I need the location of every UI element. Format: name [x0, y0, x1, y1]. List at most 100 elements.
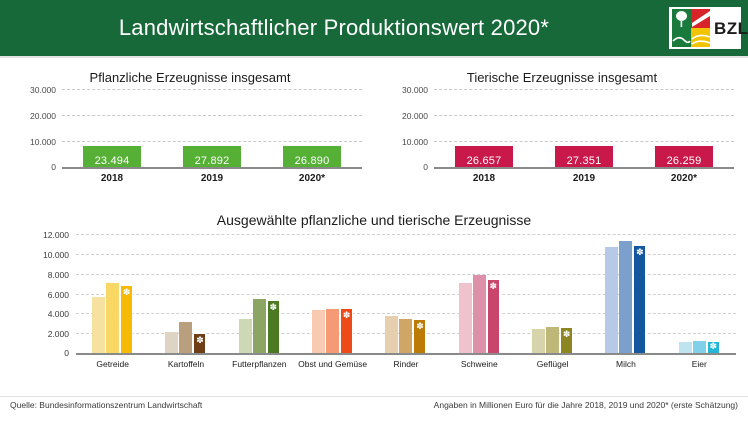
bzl-logo: BZL: [668, 6, 748, 50]
x-label: Eier: [691, 359, 707, 369]
chart-plant-products: Pflanzliche Erzeugnisse insgesamt 30.000…: [6, 70, 374, 198]
page-title: Landwirtschaftlicher Produktionswert 202…: [118, 15, 550, 40]
bar-group-kartoffeln: ✽: [149, 234, 222, 353]
chart-main-bar-groups: ✽ ✽ ✽ ✽: [76, 234, 736, 353]
x-label: Getreide: [96, 359, 129, 369]
ytick: 10.000: [30, 136, 56, 147]
ytick: 30.000: [30, 85, 56, 95]
x-label: Schweine: [460, 359, 498, 369]
bar-value: 26.890: [294, 155, 330, 167]
ytick: 30.000: [402, 85, 428, 95]
chart-main-plot: 12.000 10.000 8.000 6.000 4.000 2.000 0 …: [43, 230, 736, 358]
leaf-icon: ✽: [269, 302, 278, 313]
bzl-logo-mark: [672, 9, 710, 47]
bar-value: 27.351: [566, 155, 602, 167]
leaf-icon: ✽: [416, 321, 424, 332]
x-label: 2020*: [670, 173, 698, 184]
x-label: Geflügel: [536, 359, 569, 369]
bar-2020: ✽: [120, 284, 134, 353]
header-banner: Landwirtschaftlicher Produktionswert 202…: [0, 0, 748, 56]
bar-2019: [546, 327, 560, 353]
x-label: Milch: [616, 359, 636, 369]
ytick: 20.000: [30, 110, 56, 121]
bar-2018: [312, 310, 326, 353]
bar-2018: [605, 246, 619, 353]
bar-2020: ✽: [340, 308, 354, 353]
ytick: 8.000: [47, 269, 69, 280]
leaf-icon: ✽: [562, 329, 571, 340]
bar-group-obst-und-gemuese: ✽: [296, 234, 369, 353]
leaf-icon: ✽: [342, 310, 351, 321]
ytick: 0: [423, 162, 428, 172]
bar-2020: ✽: [413, 319, 427, 353]
x-label: 2018: [472, 173, 496, 184]
x-label: 2019: [572, 173, 596, 184]
leaf-icon: ✽: [122, 286, 131, 297]
bar-2019: [179, 322, 193, 353]
bar-2018: [385, 316, 399, 353]
bar-group-getreide: ✽: [76, 234, 149, 353]
bar-2020: ✽: [706, 341, 720, 353]
bar-2020: ✽: [193, 333, 207, 353]
bar-value: 26.259: [666, 155, 702, 167]
leaf-icon: ✽: [636, 246, 644, 257]
chart-animal-title: Tierische Erzeugnisse insgesamt: [466, 70, 658, 85]
ytick: 4.000: [47, 309, 69, 320]
bar-group-milch: ✽: [589, 234, 662, 353]
x-label: Kartoffeln: [167, 359, 205, 369]
chart-plant-title: Pflanzliche Erzeugnisse insgesamt: [89, 70, 291, 85]
header-divider: [0, 56, 748, 58]
bar-2018: [532, 329, 546, 353]
chart-main-x-labels: Getreide Kartoffeln Futterpflanzen Obst …: [76, 359, 736, 369]
bar-2018: 26.657: [455, 146, 513, 167]
ytick: 6.000: [47, 289, 69, 300]
x-label: Rinder: [393, 359, 419, 369]
bar-2020: ✽: [266, 300, 280, 353]
bar-2018: 23.494: [83, 146, 141, 167]
bar-2020: 26.890: [283, 146, 341, 167]
bar-2020: ✽: [633, 244, 647, 353]
units-note: Angaben in Millionen Euro für die Jahre …: [433, 400, 738, 410]
bar-2019: [619, 240, 633, 353]
ytick: 12.000: [43, 230, 69, 240]
chart-selected-products: Ausgewählte pflanzliche und tierische Er…: [0, 212, 748, 390]
bar-2019: [472, 274, 486, 353]
chart-animal-plot: 30.000 20.000 10.000 0 26.657 27.351 26.…: [402, 85, 734, 172]
bar-2019: [399, 319, 413, 353]
leaf-icon: ✽: [709, 341, 718, 352]
bar-2019: [326, 309, 340, 353]
bar-2019: [106, 282, 120, 353]
bar-2020: ✽: [486, 278, 500, 353]
chart-animal-products: Tierische Erzeugnisse insgesamt 30.000 2…: [378, 70, 746, 198]
leaf-icon: ✽: [196, 335, 204, 346]
ytick: 10.000: [402, 136, 428, 147]
bar-2018: [92, 297, 106, 353]
chart-plant-bars: 23.494 27.892 26.890: [62, 89, 362, 167]
bar-value: 26.657: [466, 155, 502, 167]
ytick: 0: [51, 162, 56, 172]
x-label: 2018: [100, 173, 124, 184]
bar-2020: 26.259: [655, 146, 713, 167]
ytick: 2.000: [47, 329, 69, 340]
bar-2019: [692, 341, 706, 353]
bar-value: 23.494: [94, 155, 130, 167]
chart-plant-plot: 30.000 20.000 10.000 0 23.494 27.892 26.…: [30, 85, 362, 172]
bar-2020: ✽: [560, 327, 574, 353]
chart-animal-bars: 26.657 27.351 26.259: [434, 89, 734, 167]
bar-group-rinder: ✽: [369, 234, 442, 353]
bar-value: 27.892: [194, 155, 230, 167]
bar-2018: [165, 332, 179, 353]
bar-2019: 27.892: [183, 146, 241, 167]
footer-divider: [0, 396, 748, 397]
x-label: Obst und Gemüse: [298, 359, 368, 369]
bar-group-schweine: ✽: [443, 234, 516, 353]
ytick: 20.000: [402, 110, 428, 121]
chart-animal-x-labels: 2018 2019 2020*: [434, 173, 734, 184]
bar-group-eier: ✽: [663, 234, 736, 353]
x-label: Futterpflanzen: [232, 359, 287, 369]
footer: Quelle: Bundesinformationszentrum Landwi…: [0, 400, 748, 410]
bar-2019: [252, 298, 266, 353]
source-note: Quelle: Bundesinformationszentrum Landwi…: [10, 400, 203, 410]
x-label: 2019: [200, 173, 224, 184]
